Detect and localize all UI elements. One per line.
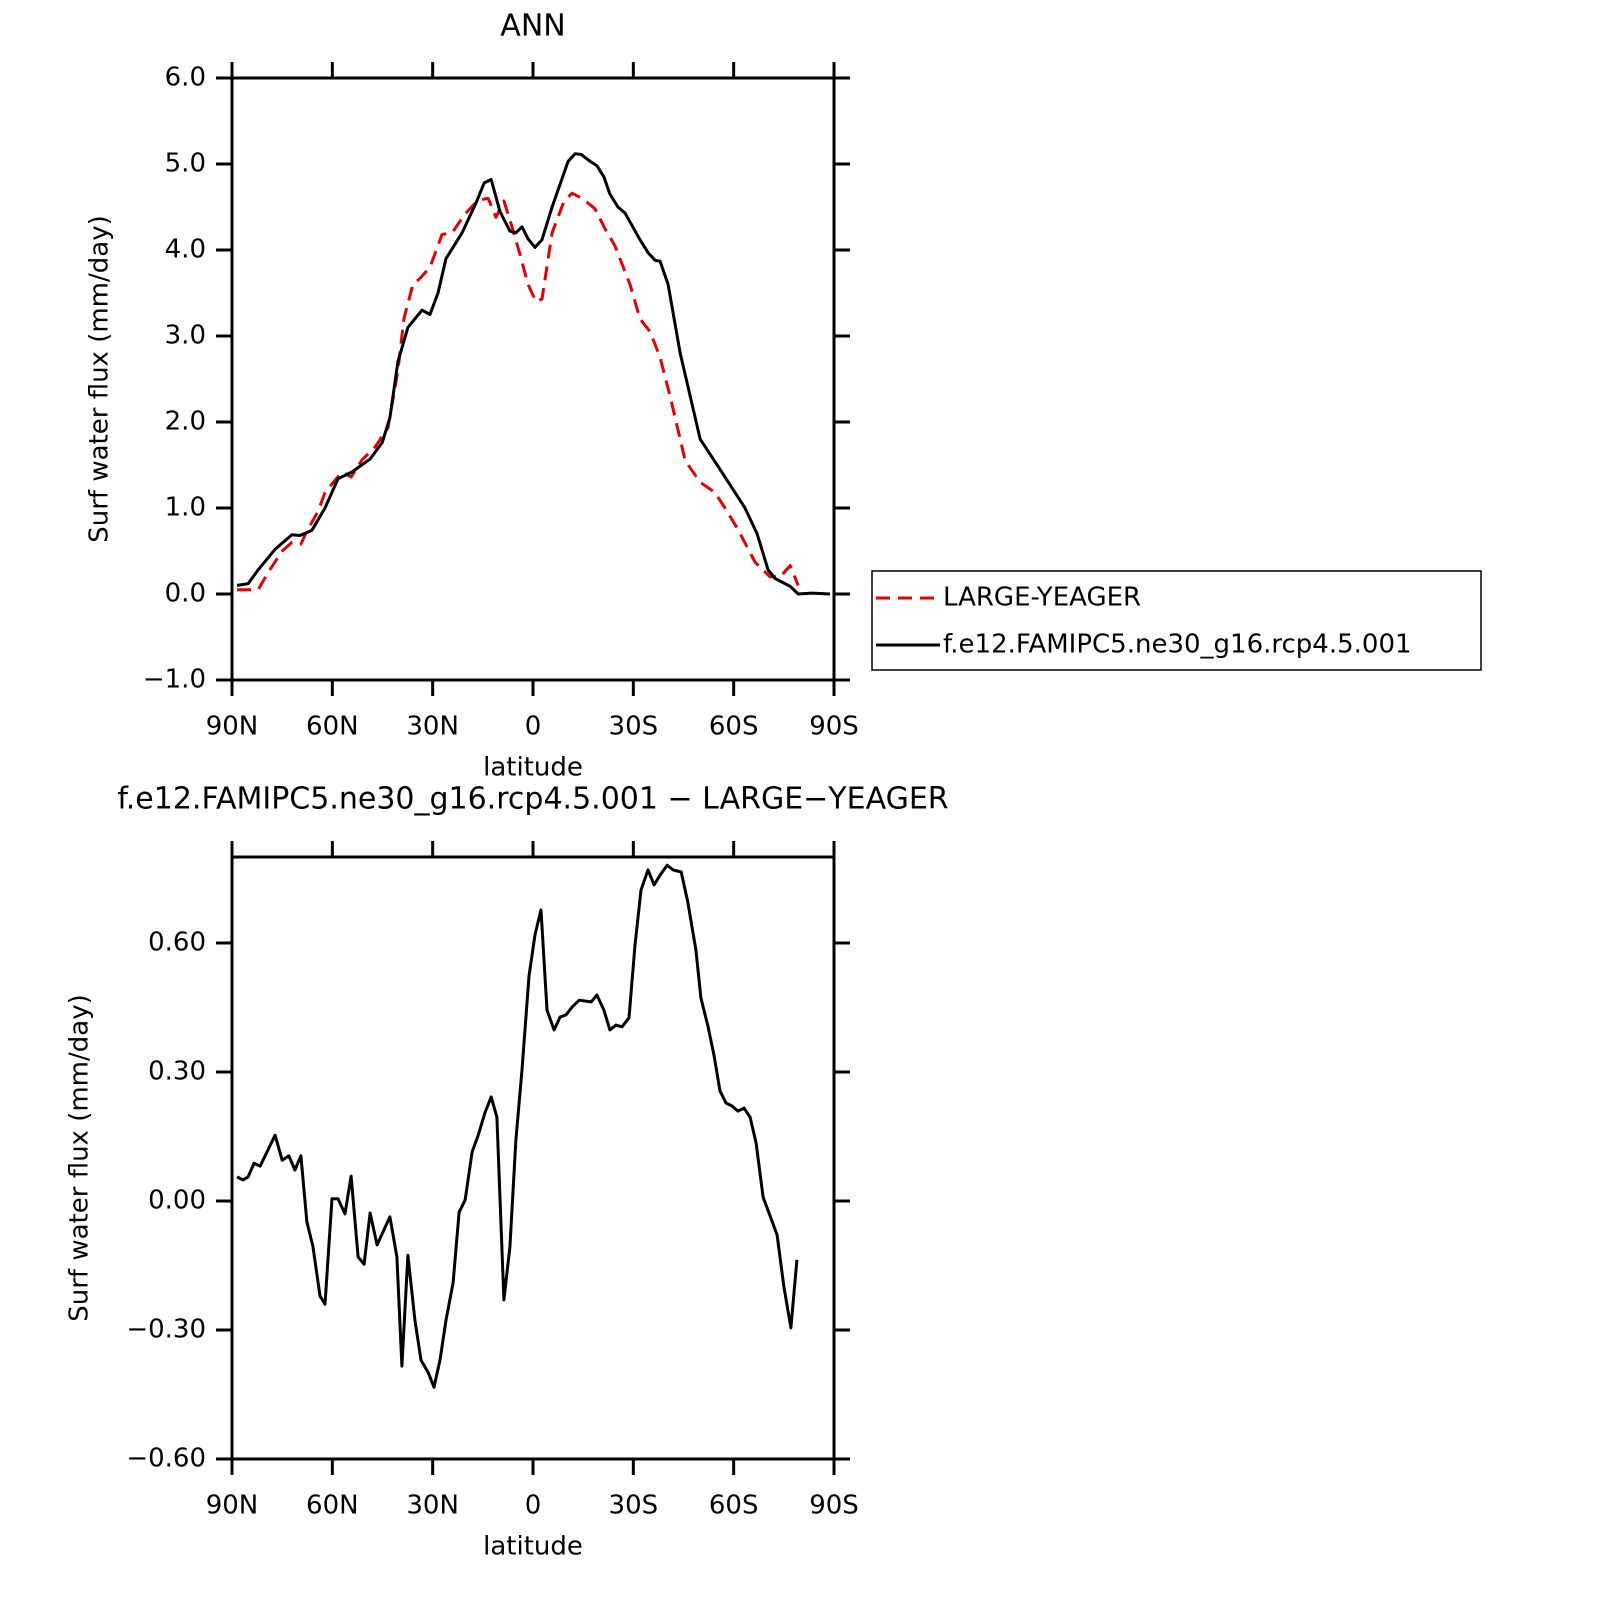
x-tick-label: 90S (809, 712, 859, 742)
x-tick-label: 60S (709, 712, 759, 742)
x-axis-label: latitude (483, 1532, 583, 1562)
x-tick-label: 30S (609, 1491, 659, 1521)
y-axis-label: Surf water flux (mm/day) (65, 994, 95, 1321)
x-tick-label: 90N (206, 1491, 259, 1521)
y-tick-label: 3.0 (165, 321, 206, 351)
chart-title: ANN (500, 9, 565, 44)
y-axis-label: Surf water flux (mm/day) (85, 215, 115, 542)
y-tick-label: 0.00 (148, 1186, 206, 1216)
legend-label: f.e12.FAMIPC5.ne30_g16.rcp4.5.001 (943, 630, 1412, 660)
x-tick-label: 90N (206, 712, 259, 742)
x-tick-label: 30S (609, 712, 659, 742)
x-axis-label: latitude (483, 753, 583, 783)
x-tick-label: 30N (406, 1491, 459, 1521)
y-tick-label: 4.0 (165, 235, 206, 265)
x-tick-label: 0 (525, 1491, 542, 1521)
y-tick-label: −0.60 (126, 1444, 206, 1474)
x-tick-label: 60S (709, 1491, 759, 1521)
y-tick-label: 0.30 (148, 1057, 206, 1087)
legend-box (871, 570, 1482, 671)
y-tick-label: 2.0 (165, 407, 206, 437)
x-tick-label: 0 (525, 712, 542, 742)
y-tick-label: 5.0 (165, 149, 206, 179)
legend-label: LARGE-YEAGER (943, 583, 1141, 613)
y-tick-label: −1.0 (143, 665, 206, 695)
plot-frame (230, 76, 836, 682)
x-tick-label: 60N (306, 712, 359, 742)
y-tick-label: 1.0 (165, 493, 206, 523)
x-tick-label: 30N (406, 712, 459, 742)
x-tick-label: 90S (809, 1491, 859, 1521)
data-line (236, 152, 831, 596)
y-tick-label: −0.30 (126, 1315, 206, 1345)
data-line (236, 863, 799, 1389)
chart-title: f.e12.FAMIPC5.ne30_g16.rcp4.5.001 − LARG… (117, 782, 948, 817)
y-tick-label: 0.0 (165, 579, 206, 609)
y-tick-label: 6.0 (165, 63, 206, 93)
x-tick-label: 60N (306, 1491, 359, 1521)
data-line (237, 191, 800, 592)
y-tick-label: 0.60 (148, 928, 206, 958)
